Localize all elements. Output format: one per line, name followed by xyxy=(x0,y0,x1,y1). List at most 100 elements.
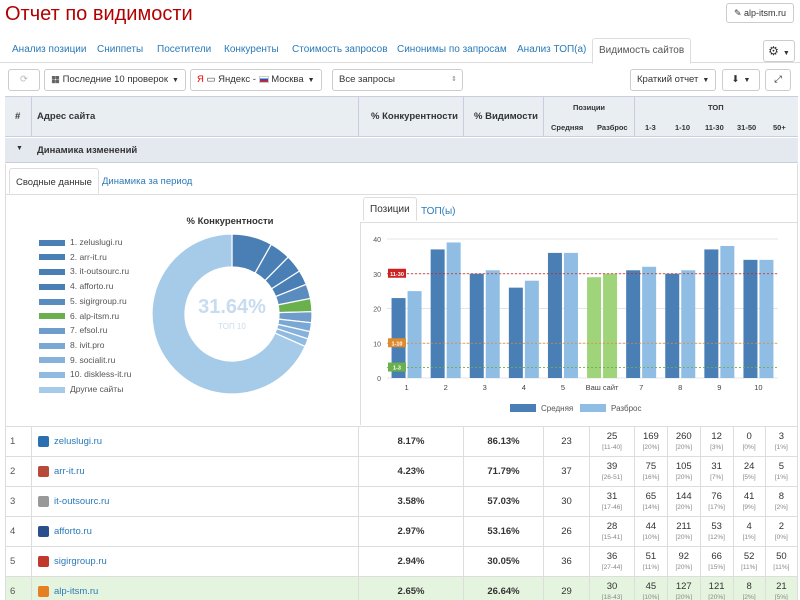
col-avg[interactable]: Средняя xyxy=(551,123,584,132)
col-top-1-3[interactable]: 1-3 xyxy=(645,123,656,132)
site-link[interactable]: sigirgroup.ru xyxy=(54,556,107,567)
site-link[interactable]: alp-itsm.ru xyxy=(54,586,99,597)
tab-synonyms[interactable]: Синонимы по запросам xyxy=(397,44,507,55)
bar[interactable] xyxy=(642,266,657,378)
subtab-period[interactable]: Динамика за период xyxy=(102,176,193,187)
col-top-31-50[interactable]: 31-50 xyxy=(737,123,757,132)
bar[interactable] xyxy=(391,298,406,378)
legend-item[interactable]: 3. it-outsourc.ru xyxy=(39,266,129,276)
dynamics-row[interactable]: ▼ Динамика изменений xyxy=(5,138,798,163)
top-percent: [20%] xyxy=(675,533,693,541)
spread-value: 25 xyxy=(606,430,618,442)
refresh-button[interactable]: ⟳ xyxy=(8,69,40,91)
top-count: 260 xyxy=(675,430,692,442)
legend-item[interactable]: 4. afforto.ru xyxy=(39,281,113,291)
bar-legend-label[interactable]: Средняя xyxy=(541,404,573,413)
tab-competitors[interactable]: Конкуренты xyxy=(224,44,279,55)
legend-item[interactable]: Другие сайты xyxy=(39,384,123,394)
tab-query-cost[interactable]: Стоимость запросов xyxy=(292,44,388,55)
bar[interactable] xyxy=(759,259,774,378)
table-row[interactable]: 4 afforto.ru 2.97% 53.16% 26 28 [15-41] 44 [10%]… xyxy=(5,516,799,547)
expand-icon: ⤢ xyxy=(774,74,782,85)
chevron-down-icon: ▼ xyxy=(172,77,179,84)
top-percent: [11%] xyxy=(773,563,790,571)
table-row[interactable]: 3 it-outsourc.ru 3.58% 57.03% 30 31 [17-46] 65[… xyxy=(5,486,799,517)
bar[interactable] xyxy=(681,270,696,378)
table-row[interactable]: 1 zeluslugi.ru 8.17% 86.13% 23 25 [11-40] 169 [2… xyxy=(5,426,799,457)
bar[interactable] xyxy=(563,252,578,378)
col-competition[interactable]: % Конкурентности xyxy=(371,111,459,122)
top-count: 8 xyxy=(778,490,785,502)
table-row[interactable]: 2 arr-it.ru 4.23% 71.79% 37 39 [26-51] 75 [16%] 1… xyxy=(5,456,799,487)
reference-badge xyxy=(388,338,406,348)
tab-position-analysis[interactable]: Анализ позиции xyxy=(12,44,87,55)
legend-item[interactable]: 9. socialit.ru xyxy=(39,355,115,365)
legend-item[interactable]: 1. zeluslugi.ru xyxy=(39,237,122,247)
bar[interactable] xyxy=(524,280,539,378)
chart-tab-tops[interactable]: ТОП(ы) xyxy=(421,206,456,217)
site-link[interactable]: it-outsourc.ru xyxy=(54,496,110,507)
bar[interactable] xyxy=(547,252,562,378)
col-top-11-30[interactable]: 11-30 xyxy=(705,123,724,132)
table-row[interactable]: 6 alp-itsm.ru 2.65% 26.64% 29 30 [18-43] 45 [10%… xyxy=(5,576,799,600)
top-cell: 24 [5%] xyxy=(732,456,766,487)
top-percent: [20%] xyxy=(675,503,693,511)
site-link[interactable]: zeluslugi.ru xyxy=(54,436,103,447)
x-tick-label: 2 xyxy=(444,383,448,392)
site-link[interactable]: arr-it.ru xyxy=(54,466,85,477)
report-type-dropdown[interactable]: Краткий отчет ▼ xyxy=(630,69,717,91)
bar[interactable] xyxy=(587,277,602,378)
legend-item[interactable]: 6. alp-itsm.ru xyxy=(39,311,119,321)
legend-item[interactable]: 8. ivit.pro xyxy=(39,340,105,350)
col-site[interactable]: Адрес сайта xyxy=(37,111,96,122)
bar[interactable] xyxy=(469,273,484,378)
competition-value: 2.97% xyxy=(358,516,464,547)
export-button[interactable]: ⬇ ▼ xyxy=(722,69,760,91)
col-top-50plus[interactable]: 50+ xyxy=(773,123,786,132)
bar[interactable] xyxy=(603,273,618,378)
site-link[interactable]: afforto.ru xyxy=(54,526,92,537)
tab-top-analysis[interactable]: Анализ ТОП(а) xyxy=(517,44,587,55)
col-top-1-10[interactable]: 1-10 xyxy=(675,123,691,132)
site-button[interactable]: ✎ alp-itsm.ru xyxy=(725,3,794,23)
legend-item[interactable]: 7. efsol.ru xyxy=(39,325,107,335)
bar[interactable] xyxy=(446,242,461,378)
spread-cell: 31 [17-46] xyxy=(589,486,635,517)
legend-item[interactable]: 2. arr-it.ru xyxy=(39,252,107,262)
tab-visitors[interactable]: Посетители xyxy=(157,44,212,55)
site-favicon-icon xyxy=(38,555,49,567)
col-spread[interactable]: Разброс xyxy=(597,123,628,132)
bar[interactable] xyxy=(665,273,680,378)
bar[interactable] xyxy=(743,259,758,378)
settings-button[interactable]: ⚙ ▼ xyxy=(763,40,795,62)
row-number: 1 xyxy=(5,426,32,457)
tab-site-visibility[interactable]: Видимость сайтов xyxy=(592,38,692,64)
top-cell: 52 [11%] xyxy=(732,546,766,577)
bar[interactable] xyxy=(626,270,641,378)
site-cell: afforto.ru xyxy=(31,516,359,547)
top-count: 2 xyxy=(778,520,785,532)
checks-dropdown[interactable]: ▦ Последние 10 проверок ▼ xyxy=(44,69,186,91)
bar[interactable] xyxy=(407,291,422,378)
chart-tab-positions[interactable]: Позиции xyxy=(363,197,417,221)
bar[interactable] xyxy=(704,249,719,378)
legend-item[interactable]: 10. diskless-it.ru xyxy=(39,369,131,379)
bar[interactable] xyxy=(430,249,445,378)
table-row[interactable]: 5 sigirgroup.ru 2.94% 30.05% 36 36 [27-44] 51 [1… xyxy=(5,546,799,577)
queries-select[interactable]: Все запросы ⇕ xyxy=(332,69,463,91)
engine-region-dropdown[interactable]: Я ▭ Яндекс - Москва ▼ xyxy=(190,69,322,91)
bar[interactable] xyxy=(485,270,500,378)
subtab-summary[interactable]: Сводные данные xyxy=(9,168,99,194)
competition-value: 4.23% xyxy=(358,456,464,487)
sites-table: 1 zeluslugi.ru 8.17% 86.13% 23 25 [11-40] 169 [2… xyxy=(5,426,799,600)
col-visibility[interactable]: % Видимости xyxy=(474,111,539,122)
bar[interactable] xyxy=(720,245,735,378)
x-tick-label: 8 xyxy=(678,383,682,392)
legend-item[interactable]: 5. sigirgroup.ru xyxy=(39,296,127,306)
fullscreen-button[interactable]: ⤢ xyxy=(765,69,791,91)
legend-swatch xyxy=(39,298,65,305)
dynamics-panel xyxy=(5,164,798,426)
tab-snippets[interactable]: Сниппеты xyxy=(97,44,144,55)
bar[interactable] xyxy=(508,287,523,378)
bar-legend-label[interactable]: Разброс xyxy=(611,404,642,413)
